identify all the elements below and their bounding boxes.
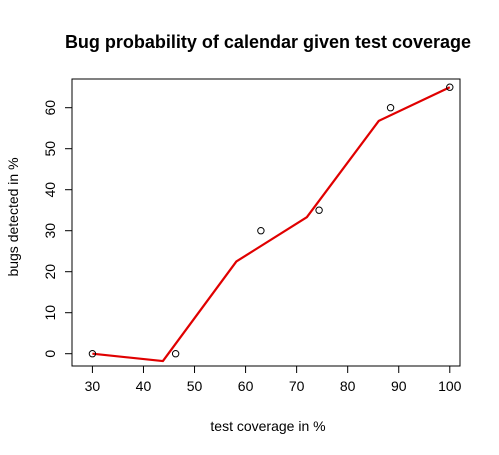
y-tick-label: 30 [42,223,58,239]
fit-line-layer [92,87,449,361]
y-tick-label: 20 [42,264,58,280]
data-point [387,105,393,111]
x-axis-label: test coverage in % [210,418,325,434]
y-tick-label: 10 [42,305,58,321]
x-tick-label: 30 [85,378,101,394]
plot-box [72,79,460,366]
data-point [172,351,178,357]
y-tick-label: 60 [42,100,58,116]
fit-line [92,87,449,361]
y-tick-label: 0 [42,350,58,358]
x-tick-label: 80 [340,378,356,394]
y-axis-label: bugs detected in % [5,157,21,276]
x-tick-label: 50 [187,378,203,394]
data-point [316,207,322,213]
points-layer [89,84,453,357]
x-tick-label: 40 [136,378,152,394]
y-axis: 0 10 20 30 40 50 60 [42,100,72,358]
x-tick-label: 70 [289,378,305,394]
x-tick-label: 90 [391,378,407,394]
x-tick-label: 60 [238,378,254,394]
x-tick-label: 100 [438,378,462,394]
y-tick-label: 40 [42,182,58,198]
x-axis: 30 40 50 60 70 80 90 100 [85,366,462,394]
chart-title: Bug probability of calendar given test c… [65,32,471,52]
y-tick-label: 50 [42,141,58,157]
data-point [258,228,264,234]
